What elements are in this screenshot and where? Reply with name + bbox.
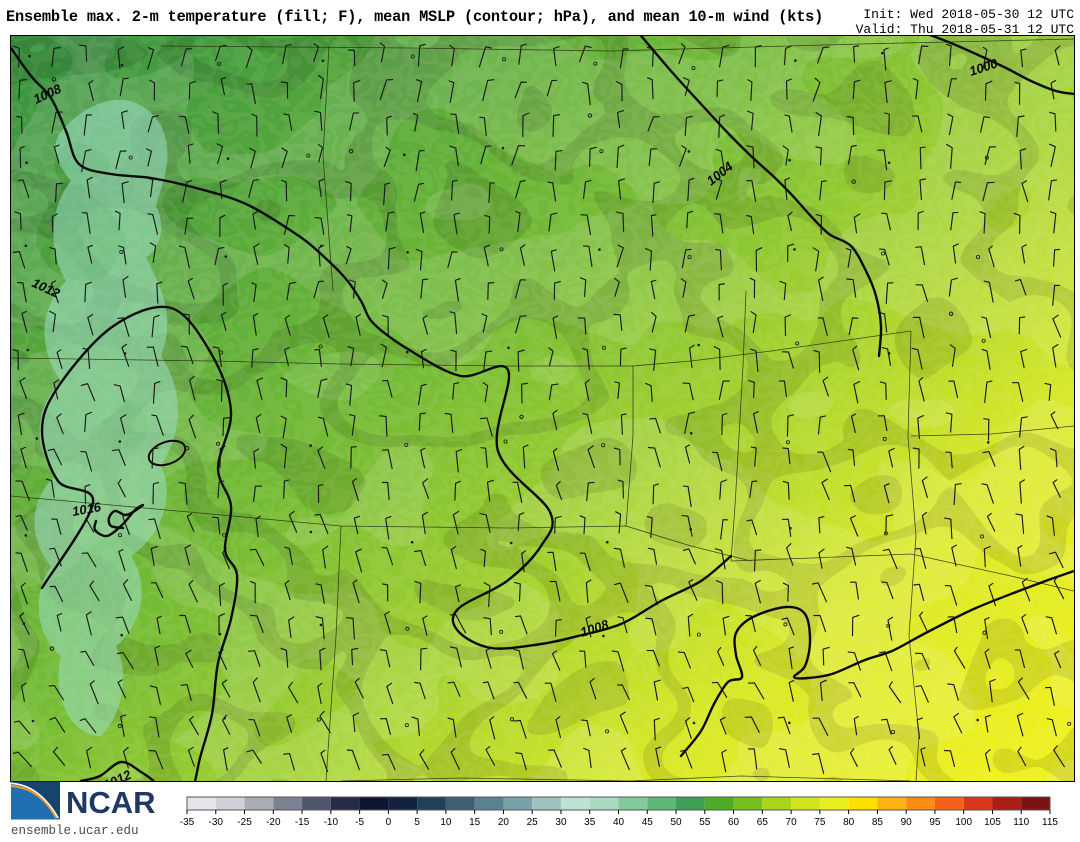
svg-text:10: 10	[440, 817, 452, 828]
svg-text:-30: -30	[209, 817, 224, 828]
svg-text:15: 15	[469, 817, 481, 828]
svg-text:75: 75	[814, 817, 826, 828]
svg-text:NCAR: NCAR	[66, 785, 156, 820]
svg-text:-5: -5	[355, 817, 364, 828]
svg-text:115: 115	[1042, 817, 1058, 828]
svg-text:110: 110	[1013, 817, 1029, 828]
svg-text:-20: -20	[266, 817, 281, 828]
svg-text:-10: -10	[324, 817, 339, 828]
svg-text:65: 65	[757, 817, 769, 828]
svg-text:-25: -25	[237, 817, 252, 828]
svg-text:35: 35	[584, 817, 596, 828]
svg-text:-35: -35	[180, 817, 195, 828]
svg-text:40: 40	[613, 817, 625, 828]
svg-text:105: 105	[984, 817, 1001, 828]
svg-text:0: 0	[386, 817, 392, 828]
svg-text:95: 95	[929, 817, 941, 828]
svg-text:25: 25	[527, 817, 539, 828]
svg-text:50: 50	[670, 817, 682, 828]
svg-text:55: 55	[699, 817, 711, 828]
svg-text:45: 45	[642, 817, 654, 828]
svg-text:20: 20	[498, 817, 510, 828]
svg-text:100: 100	[955, 817, 972, 828]
svg-text:60: 60	[728, 817, 740, 828]
svg-text:80: 80	[843, 817, 855, 828]
svg-text:ensemble.ucar.edu: ensemble.ucar.edu	[11, 824, 139, 838]
svg-text:85: 85	[872, 817, 884, 828]
svg-text:70: 70	[786, 817, 798, 828]
svg-text:90: 90	[901, 817, 913, 828]
svg-text:30: 30	[555, 817, 567, 828]
svg-text:-15: -15	[295, 817, 310, 828]
svg-text:5: 5	[414, 817, 420, 828]
